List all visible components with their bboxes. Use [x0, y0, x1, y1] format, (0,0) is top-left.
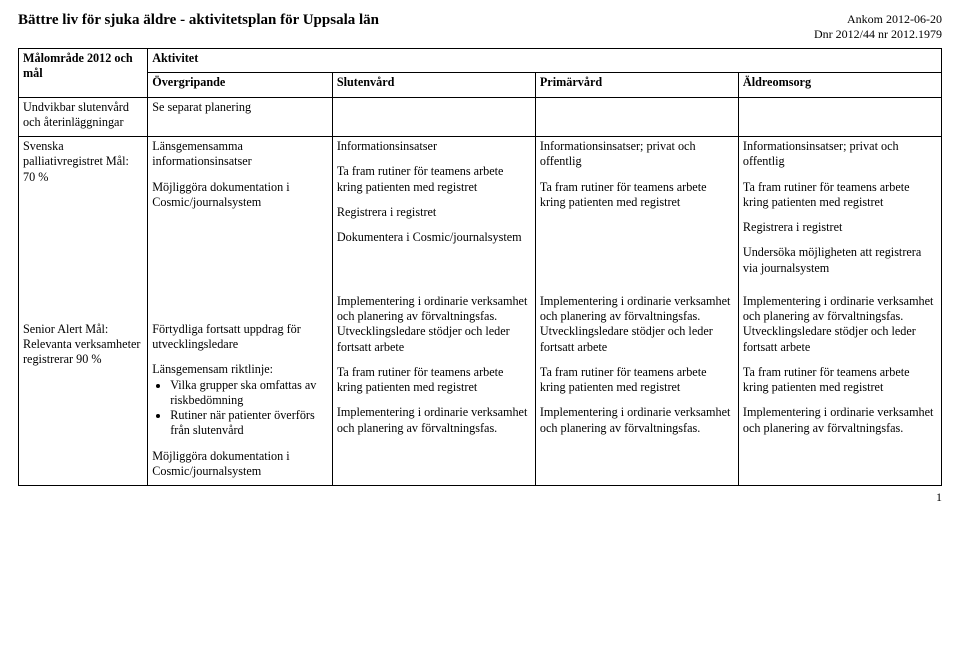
- cell-sl-undvikbar: [332, 97, 535, 137]
- text-block: Länsgemensamma informationsinsatser: [152, 139, 328, 170]
- cell-al-undvikbar: [738, 97, 941, 137]
- text-block: Förtydliga fortsatt uppdrag för utveckli…: [152, 322, 328, 353]
- text-block: Utvecklingsledare stödjer och leder fort…: [337, 324, 531, 355]
- text-block: Ta fram rutiner för teamens arbete kring…: [743, 365, 937, 396]
- list-item: Rutiner när patienter överförs från slut…: [170, 408, 328, 439]
- text-block: Implementering i ordinarie verksamhet oc…: [337, 405, 531, 436]
- cell-ov-senioralert: Förtydliga fortsatt uppdrag för utveckli…: [148, 282, 333, 486]
- text-block: Informationsinsatser; privat och offentl…: [743, 139, 937, 170]
- text-block: Senior Alert Mål: Relevanta verksamheter…: [23, 322, 143, 368]
- text-block: Möjliggöra dokumentation i Cosmic/journa…: [152, 449, 328, 480]
- text-block: Informationsinsatser; privat och offentl…: [540, 139, 734, 170]
- spacer: [337, 284, 531, 294]
- cell-mal-senioralert: Senior Alert Mål: Relevanta verksamheter…: [19, 282, 148, 486]
- col-head-primarvard: Primärvård: [535, 73, 738, 97]
- cell-pr-palliativ: Informationsinsatser; privat och offentl…: [535, 137, 738, 282]
- activity-plan-table: Målområde 2012 och mål Aktivitet Övergri…: [18, 48, 942, 486]
- cell-sl-palliativ: Informationsinsatser Ta fram rutiner för…: [332, 137, 535, 282]
- text-block: Informationsinsatser: [337, 139, 531, 154]
- text-block: Ta fram rutiner för teamens arbete kring…: [337, 365, 531, 396]
- spacer: [152, 284, 328, 322]
- spacer: [540, 284, 734, 294]
- col-head-overgripande: Övergripande: [148, 73, 333, 97]
- cell-mal-undvikbar: Undvikbar slutenvård och återinläggninga…: [19, 97, 148, 137]
- text-block: Länsgemensam riktlinje:: [152, 362, 328, 377]
- text-block: Implementering i ordinarie verksamhet oc…: [743, 294, 937, 325]
- cell-ov-undvikbar: Se separat planering: [148, 97, 333, 137]
- cell-sl-senioralert: Implementering i ordinarie verksamhet oc…: [332, 282, 535, 486]
- cell-pr-undvikbar: [535, 97, 738, 137]
- text-block: Ta fram rutiner för teamens arbete kring…: [337, 164, 531, 195]
- text-block: Ta fram rutiner för teamens arbete kring…: [540, 180, 734, 211]
- text-block: Utvecklingsledare stödjer och leder fort…: [540, 324, 734, 355]
- col-head-aldreomsorg: Äldreomsorg: [738, 73, 941, 97]
- text-block: Utvecklingsledare stödjer och leder fort…: [743, 324, 937, 355]
- page-title: Bättre liv för sjuka äldre - aktivitetsp…: [18, 12, 379, 29]
- text-block: Implementering i ordinarie verksamhet oc…: [743, 405, 937, 436]
- page-number: 1: [18, 490, 942, 505]
- meta-ankom: Ankom 2012-06-20: [814, 12, 942, 27]
- col-head-malomrade: Målområde 2012 och mål: [19, 49, 148, 98]
- cell-al-palliativ: Informationsinsatser; privat och offentl…: [738, 137, 941, 282]
- table-row: Senior Alert Mål: Relevanta verksamheter…: [19, 282, 942, 486]
- spacer: [152, 439, 328, 449]
- text-block: Dokumentera i Cosmic/journalsystem: [337, 230, 531, 245]
- doc-meta: Ankom 2012-06-20 Dnr 2012/44 nr 2012.197…: [814, 12, 942, 42]
- text-block: Ta fram rutiner för teamens arbete kring…: [743, 180, 937, 211]
- text-block: Möjliggöra dokumentation i Cosmic/journa…: [152, 180, 328, 211]
- bullet-list: Vilka grupper ska omfattas av riskbedömn…: [170, 378, 328, 439]
- col-head-slutenvard: Slutenvård: [332, 73, 535, 97]
- text-block: Implementering i ordinarie verksamhet oc…: [337, 294, 531, 325]
- cell-pr-senioralert: Implementering i ordinarie verksamhet oc…: [535, 282, 738, 486]
- cell-al-senioralert: Implementering i ordinarie verksamhet oc…: [738, 282, 941, 486]
- table-row: Undvikbar slutenvård och återinläggninga…: [19, 97, 942, 137]
- table-header-row-1: Målområde 2012 och mål Aktivitet: [19, 49, 942, 73]
- text-block: Undersöka möjligheten att registrera via…: [743, 245, 937, 276]
- spacer: [743, 284, 937, 294]
- col-head-aktivitet: Aktivitet: [148, 49, 942, 73]
- text-block: Ta fram rutiner för teamens arbete kring…: [540, 365, 734, 396]
- cell-mal-palliativ: Svenska palliativregistret Mål: 70 %: [19, 137, 148, 282]
- table-row: Svenska palliativregistret Mål: 70 % Län…: [19, 137, 942, 282]
- text-block: Registrera i registret: [743, 220, 937, 235]
- text-block: Registrera i registret: [337, 205, 531, 220]
- text-block: Implementering i ordinarie verksamhet oc…: [540, 294, 734, 325]
- text-block: Implementering i ordinarie verksamhet oc…: [540, 405, 734, 436]
- meta-dnr: Dnr 2012/44 nr 2012.1979: [814, 27, 942, 42]
- list-item: Vilka grupper ska omfattas av riskbedömn…: [170, 378, 328, 409]
- cell-ov-palliativ: Länsgemensamma informationsinsatser Möjl…: [148, 137, 333, 282]
- header-row: Bättre liv för sjuka äldre - aktivitetsp…: [18, 12, 942, 42]
- table-header-row-2: Övergripande Slutenvård Primärvård Äldre…: [19, 73, 942, 97]
- spacer: [23, 284, 143, 322]
